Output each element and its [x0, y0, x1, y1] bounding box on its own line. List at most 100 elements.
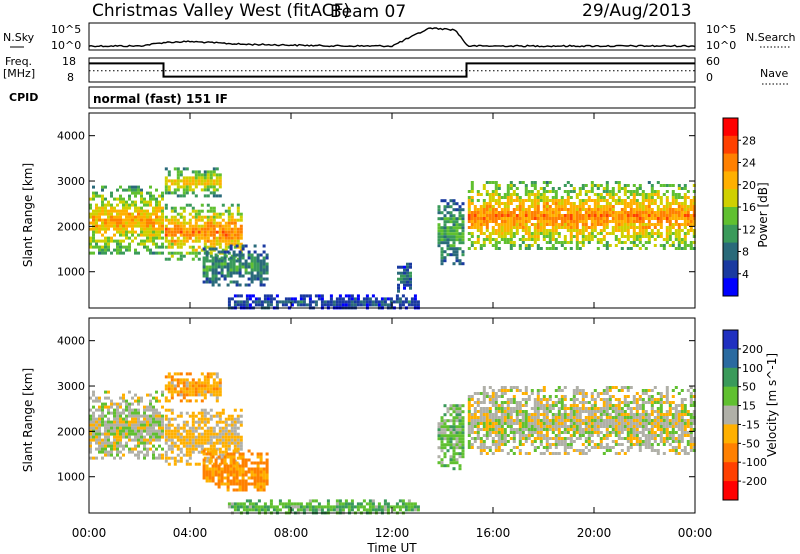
velocity-cell	[185, 438, 189, 442]
velocity-cell	[491, 389, 495, 392]
power-cell	[149, 251, 152, 255]
velocity-cell	[241, 485, 245, 489]
velocity-cell	[521, 437, 525, 440]
power-cell	[164, 188, 168, 192]
power-cell	[212, 173, 216, 177]
velocity-cell	[602, 425, 606, 428]
power-cell	[527, 220, 531, 223]
power-cell	[341, 300, 345, 304]
power-cell	[209, 227, 213, 231]
velocity-cell	[506, 398, 510, 401]
power-cell	[260, 303, 264, 307]
velocity-cell	[221, 441, 225, 445]
velocity-cell	[440, 431, 444, 435]
velocity-cell	[223, 467, 227, 471]
power-cell	[572, 205, 576, 208]
power-cell	[377, 303, 381, 307]
velocity-cell	[542, 434, 546, 437]
power-cell	[521, 235, 525, 238]
velocity-cell	[500, 416, 504, 419]
velocity-cell	[524, 389, 528, 392]
velocity-cell	[521, 443, 525, 446]
power-cell	[479, 208, 483, 211]
power-cell	[211, 247, 215, 251]
power-cell	[155, 215, 158, 219]
velocity-cell	[551, 425, 555, 428]
power-cell	[131, 212, 134, 216]
velocity-cell	[656, 416, 660, 419]
power-cell	[590, 184, 594, 187]
velocity-cell	[509, 425, 513, 428]
power-cell	[593, 211, 597, 214]
power-cell	[443, 226, 447, 230]
velocity-cell	[202, 470, 206, 474]
power-cell	[584, 214, 588, 217]
power-cell	[344, 300, 348, 304]
velocity-cell	[659, 425, 663, 428]
power-cell	[182, 191, 186, 195]
power-cell	[671, 202, 675, 205]
power-cell	[227, 300, 231, 304]
velocity-cell	[605, 437, 609, 440]
velocity-cell	[241, 461, 245, 465]
power-cell	[659, 232, 663, 235]
power-cell	[584, 223, 588, 226]
velocity-cell	[623, 398, 627, 401]
power-cell	[182, 218, 186, 222]
power-cell	[119, 185, 122, 189]
velocity-cell	[593, 431, 597, 434]
power-cell	[143, 209, 146, 213]
power-cell	[563, 247, 567, 250]
velocity-cell	[494, 428, 498, 431]
velocity-cell	[545, 449, 549, 452]
velocity-cell	[692, 443, 696, 446]
velocity-cell	[596, 431, 600, 434]
power-cell	[236, 233, 240, 237]
power-cell	[104, 212, 107, 216]
power-cell	[223, 250, 227, 254]
velocity-cell	[206, 375, 210, 379]
power-cell	[104, 236, 107, 240]
velocity-cell	[170, 438, 174, 442]
velocity-cell	[125, 414, 128, 418]
power-cell	[230, 230, 234, 234]
freq-label: Freq.	[5, 55, 32, 68]
velocity-cell	[188, 390, 192, 394]
velocity-cell	[689, 404, 693, 407]
power-cell	[218, 215, 222, 219]
power-cell	[563, 238, 567, 241]
velocity-cell	[230, 426, 234, 430]
power-cell	[659, 226, 663, 229]
velocity-cell	[227, 417, 231, 421]
power-cell	[179, 257, 183, 261]
velocity-cell	[635, 410, 639, 413]
power-cell	[218, 227, 222, 231]
velocity-cell	[247, 458, 251, 462]
velocity-cell	[650, 446, 654, 449]
power-cell	[641, 223, 645, 226]
velocity-cell	[95, 447, 98, 451]
velocity-cell	[137, 444, 140, 448]
power-cell	[470, 214, 474, 217]
velocity-cell	[119, 429, 122, 433]
velocity-cell	[557, 410, 561, 413]
power-cell	[338, 300, 342, 304]
velocity-cell	[638, 413, 642, 416]
velocity-cell	[161, 417, 164, 421]
velocity-cell	[235, 479, 239, 483]
power-cell	[229, 268, 233, 272]
velocity-cell	[101, 411, 104, 415]
velocity-cell	[152, 417, 155, 421]
velocity-cell	[608, 401, 612, 404]
power-cell	[611, 220, 615, 223]
velocity-cell	[500, 410, 504, 413]
power-cell	[452, 229, 456, 233]
power-cell	[590, 220, 594, 223]
power-cell	[110, 236, 113, 240]
power-cell	[671, 190, 675, 193]
velocity-cell	[554, 443, 558, 446]
power-cell	[200, 218, 204, 222]
power-cell	[590, 238, 594, 241]
velocity-cell	[265, 470, 269, 474]
power-cell	[503, 217, 507, 220]
